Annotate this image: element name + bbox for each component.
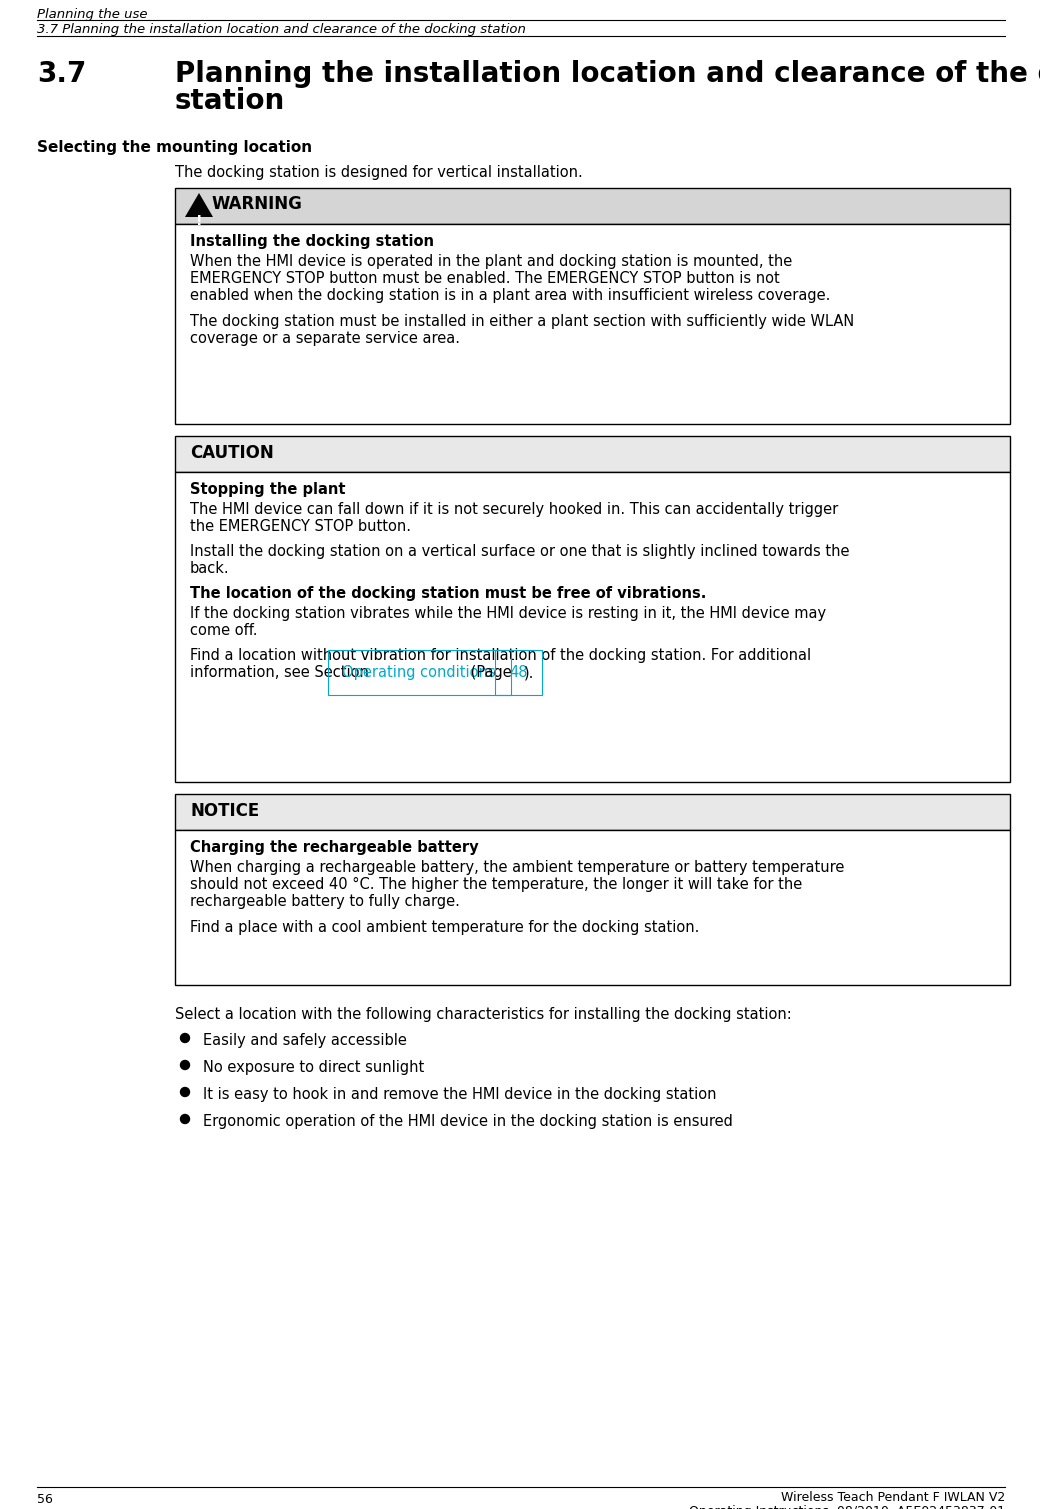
- Text: 3.7 Planning the installation location and clearance of the docking station: 3.7 Planning the installation location a…: [37, 23, 526, 36]
- Circle shape: [181, 1088, 189, 1097]
- Text: Selecting the mounting location: Selecting the mounting location: [37, 140, 312, 155]
- Text: ).: ).: [523, 665, 534, 681]
- Text: The docking station is designed for vertical installation.: The docking station is designed for vert…: [175, 164, 582, 180]
- Text: (Page: (Page: [467, 665, 517, 681]
- Text: NOTICE: NOTICE: [190, 801, 259, 819]
- Text: WARNING: WARNING: [211, 195, 302, 213]
- Bar: [175, 436, 1010, 472]
- Text: Wireless Teach Pendant F IWLAN V2: Wireless Teach Pendant F IWLAN V2: [781, 1491, 1005, 1504]
- Text: come off.: come off.: [190, 623, 258, 638]
- Text: When charging a rechargeable battery, the ambient temperature or battery tempera: When charging a rechargeable battery, th…: [190, 860, 844, 875]
- Circle shape: [181, 1115, 189, 1124]
- Text: enabled when the docking station is in a plant area with insufficient wireless c: enabled when the docking station is in a…: [190, 288, 830, 303]
- Text: station: station: [175, 88, 285, 115]
- Text: !: !: [196, 214, 202, 228]
- Text: When the HMI device is operated in the plant and docking station is mounted, the: When the HMI device is operated in the p…: [190, 254, 792, 269]
- Text: The HMI device can fall down if it is not securely hooked in. This can accidenta: The HMI device can fall down if it is no…: [190, 502, 838, 518]
- Text: rechargeable battery to fully charge.: rechargeable battery to fully charge.: [190, 893, 460, 908]
- Text: Operating conditions: Operating conditions: [342, 665, 496, 681]
- Bar: [175, 830, 1010, 985]
- Text: Ergonomic operation of the HMI device in the docking station is ensured: Ergonomic operation of the HMI device in…: [203, 1114, 733, 1129]
- Bar: [175, 223, 1010, 424]
- Polygon shape: [185, 193, 213, 217]
- Text: information, see Section: information, see Section: [190, 665, 373, 681]
- Text: The location of the docking station must be free of vibrations.: The location of the docking station must…: [190, 585, 706, 601]
- Text: 56: 56: [37, 1492, 53, 1506]
- Text: Planning the installation location and clearance of the docking: Planning the installation location and c…: [175, 60, 1040, 88]
- Text: 3.7: 3.7: [37, 60, 86, 88]
- Text: the EMERGENCY STOP button.: the EMERGENCY STOP button.: [190, 519, 411, 534]
- Text: It is easy to hook in and remove the HMI device in the docking station: It is easy to hook in and remove the HMI…: [203, 1086, 717, 1102]
- Text: Installing the docking station: Installing the docking station: [190, 234, 434, 249]
- Text: If the docking station vibrates while the HMI device is resting in it, the HMI d: If the docking station vibrates while th…: [190, 607, 826, 622]
- Text: Stopping the plant: Stopping the plant: [190, 481, 345, 496]
- Text: CAUTION: CAUTION: [190, 444, 274, 462]
- Text: Install the docking station on a vertical surface or one that is slightly inclin: Install the docking station on a vertica…: [190, 545, 850, 558]
- Text: Select a location with the following characteristics for installing the docking : Select a location with the following cha…: [175, 1007, 791, 1022]
- Text: Find a place with a cool ambient temperature for the docking station.: Find a place with a cool ambient tempera…: [190, 920, 699, 936]
- Text: coverage or a separate service area.: coverage or a separate service area.: [190, 330, 460, 346]
- Text: No exposure to direct sunlight: No exposure to direct sunlight: [203, 1059, 424, 1074]
- Text: back.: back.: [190, 561, 230, 576]
- Circle shape: [181, 1061, 189, 1070]
- Circle shape: [181, 1034, 189, 1043]
- Text: EMERGENCY STOP button must be enabled. The EMERGENCY STOP button is not: EMERGENCY STOP button must be enabled. T…: [190, 272, 780, 287]
- Text: The docking station must be installed in either a plant section with sufficientl: The docking station must be installed in…: [190, 314, 854, 329]
- Text: Charging the rechargeable battery: Charging the rechargeable battery: [190, 841, 478, 856]
- Bar: [175, 472, 1010, 782]
- Text: Operating Instructions, 08/2010, A5E02453837-01: Operating Instructions, 08/2010, A5E0245…: [688, 1504, 1005, 1509]
- Bar: [175, 189, 1010, 223]
- Text: Easily and safely accessible: Easily and safely accessible: [203, 1034, 407, 1047]
- Text: Find a location without vibration for installation of the docking station. For a: Find a location without vibration for in…: [190, 647, 811, 662]
- Bar: [175, 794, 1010, 830]
- Text: 48: 48: [510, 665, 527, 681]
- Text: Planning the use: Planning the use: [37, 8, 148, 21]
- Text: should not exceed 40 °C. The higher the temperature, the longer it will take for: should not exceed 40 °C. The higher the …: [190, 877, 802, 892]
